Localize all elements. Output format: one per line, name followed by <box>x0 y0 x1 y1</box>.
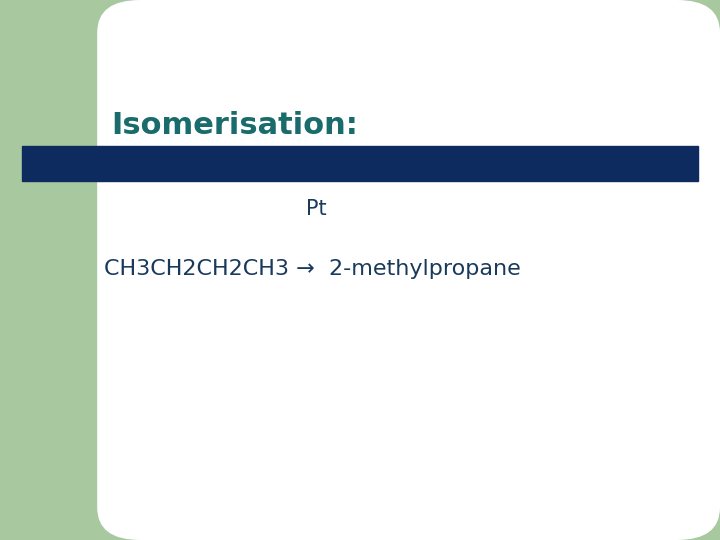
Text: Pt: Pt <box>307 199 327 219</box>
FancyBboxPatch shape <box>97 0 720 540</box>
Bar <box>22 146 698 181</box>
Text: CH3CH2CH2CH3 →  2-methylpropane: CH3CH2CH2CH3 → 2-methylpropane <box>104 259 521 279</box>
Text: Isomerisation:: Isomerisation: <box>112 111 359 140</box>
